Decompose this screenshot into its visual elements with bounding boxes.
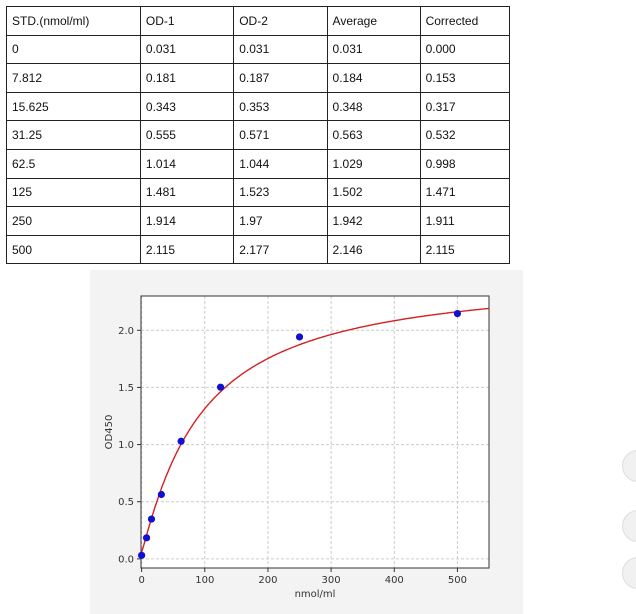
table-cell: 0.348 [326, 91, 421, 122]
table-cell: 15.625 [6, 91, 141, 122]
table-cell: 1.471 [419, 177, 511, 208]
table-cell: 0.555 [139, 120, 235, 150]
table-cell: 250 [6, 206, 141, 236]
table-row: 500 2.115 2.177 2.146 2.115 [6, 234, 511, 265]
x-axis-label: nmol/ml [295, 589, 336, 600]
table-cell: 0.187 [233, 63, 328, 93]
table-cell: 0.563 [326, 120, 421, 150]
data-point [295, 333, 304, 341]
plot-frame [140, 295, 490, 569]
y-tick-label: 0.0 [118, 554, 134, 565]
table-cell: 1.942 [326, 206, 421, 236]
standards-table: STD.(nmol/ml) OD-1 OD-2 Average Corrected 0 0.… [6, 6, 511, 265]
plot-area [141, 296, 489, 568]
table-cell: 1.029 [326, 148, 421, 179]
x-tick-label: 400 [385, 575, 404, 586]
data-point [453, 310, 462, 318]
data-point [157, 490, 165, 499]
table-cell: 2.115 [139, 234, 235, 265]
table-cell: 0.353 [233, 91, 328, 122]
table-cell: 2.146 [326, 234, 421, 265]
table-cell: 500 [6, 234, 141, 265]
column-header: STD.(nmol/ml) [6, 6, 141, 36]
table-row: 250 1.914 1.97 1.942 1.911 [6, 206, 511, 236]
table-row: 0 0.031 0.031 0.031 0.000 [6, 34, 511, 65]
data-point [147, 515, 156, 523]
y-tick-label: 1.5 [118, 383, 134, 394]
x-tick-label: 300 [322, 575, 341, 586]
data-point [138, 551, 146, 559]
data-point [142, 534, 151, 542]
x-tick-label: 500 [448, 575, 467, 586]
table-cell: 125 [6, 177, 141, 208]
table-cell: 0.031 [233, 34, 328, 65]
x-tick-label: 100 [195, 575, 214, 586]
column-header: Corrected [419, 6, 511, 36]
x-tick-label: 0 [138, 575, 144, 586]
table-cell: 0.031 [139, 34, 235, 65]
x-tick-label: 200 [258, 575, 277, 586]
column-header: OD-1 [139, 6, 235, 36]
table-cell: 2.115 [419, 234, 511, 265]
y-tick-label: 2.0 [118, 326, 134, 337]
table-cell: 1.911 [419, 206, 511, 236]
data-point [177, 437, 185, 445]
table-row: 15.625 0.343 0.353 0.348 0.317 [6, 91, 511, 122]
table-cell: 1.014 [139, 148, 235, 179]
y-tick-label: 1.0 [118, 440, 134, 451]
table-cell: 0.184 [326, 63, 421, 93]
y-tick-label: 0.5 [118, 497, 134, 508]
table-cell: 2.177 [233, 234, 328, 265]
table-header-row: STD.(nmol/ml) OD-1 OD-2 Average Corrected [6, 6, 511, 36]
column-header: Average [326, 6, 421, 36]
fit-curve [140, 307, 490, 553]
y-axis-label: OD450 [104, 415, 115, 450]
data-point [216, 383, 225, 391]
table-cell: 0.998 [419, 148, 511, 179]
